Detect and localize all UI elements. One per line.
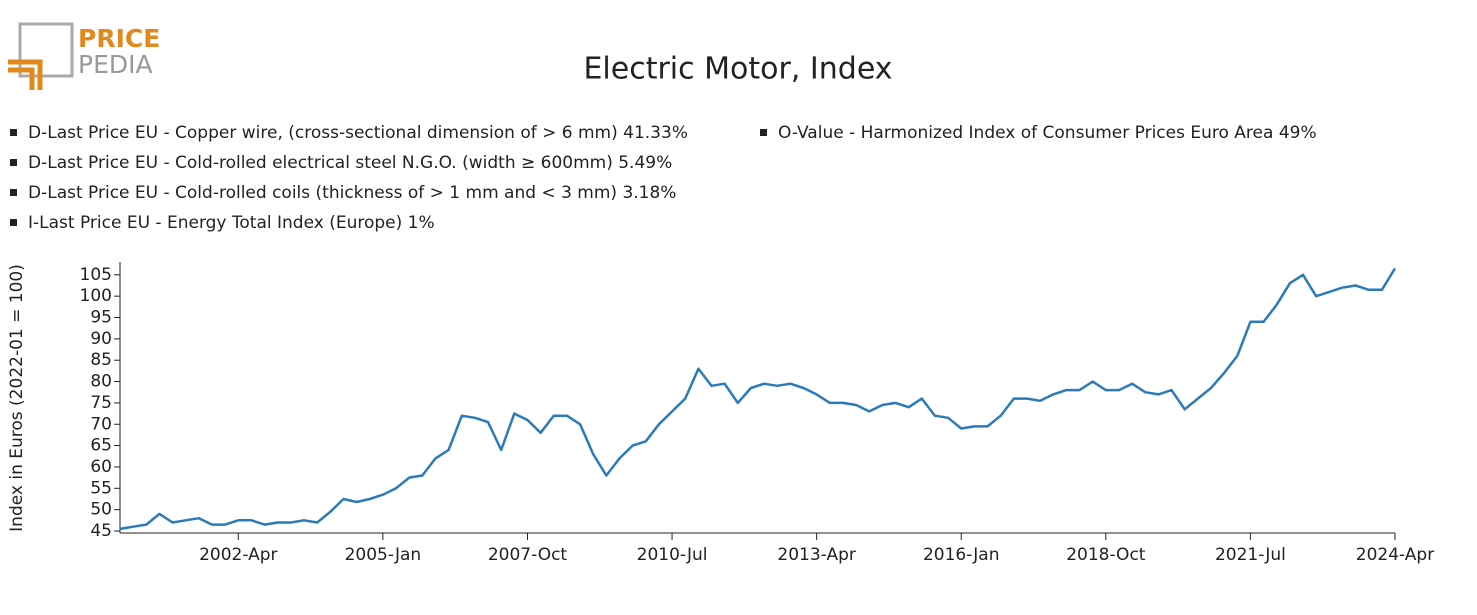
legend-bullet [10, 159, 17, 166]
legend-entry: I-Last Price EU - Energy Total Index (Eu… [28, 213, 435, 233]
y-tick-label: 95 [90, 308, 112, 328]
x-tick-label: 2013-Apr [777, 545, 855, 565]
x-tick-label: 2002-Apr [199, 545, 277, 565]
legend-entry: D-Last Price EU - Cold-rolled electrical… [28, 153, 672, 173]
x-tick-label: 2016-Jan [923, 545, 1000, 565]
legend-bullet [10, 189, 17, 196]
x-tick-label: 2024-Apr [1356, 545, 1434, 565]
legend-entry: O-Value - Harmonized Index of Consumer P… [778, 123, 1317, 143]
logo-mark [8, 59, 43, 90]
y-tick-label: 45 [90, 521, 112, 541]
y-tick-label: 80 [90, 372, 112, 392]
legend-bullet [10, 219, 17, 226]
legend-bullet [10, 129, 17, 136]
logo: PRICE PEDIA [8, 22, 160, 90]
logo-frame [18, 22, 74, 78]
x-tick-label: 2010-Jul [637, 545, 708, 565]
y-tick-label: 55 [90, 478, 112, 498]
legend-bullet [760, 129, 767, 136]
y-tick-label: 65 [90, 436, 112, 456]
legend-entry: D-Last Price EU - Copper wire, (cross-se… [28, 123, 688, 143]
y-tick-label: 75 [90, 393, 112, 413]
y-tick-label: 100 [80, 286, 112, 306]
y-tick-label: 50 [90, 500, 112, 520]
x-tick-label: 2007-Oct [488, 545, 568, 565]
y-tick-label: 105 [80, 265, 112, 285]
y-tick-label: 85 [90, 350, 112, 370]
data-line [119, 267, 1397, 531]
y-tick-label: 60 [90, 457, 112, 477]
x-tick-label: 2005-Jan [345, 545, 422, 565]
y-axis-label: Index in Euros (2022-01 = 100) [7, 264, 27, 532]
legend-entry: D-Last Price EU - Cold-rolled coils (thi… [28, 183, 676, 203]
logo-text: PRICE [78, 24, 160, 53]
y-tick-label: 70 [90, 414, 112, 434]
x-tick-label: 2021-Jul [1215, 545, 1286, 565]
logo-text: PEDIA [78, 50, 153, 79]
y-tick-label: 90 [90, 329, 112, 349]
x-tick-label: 2018-Oct [1066, 545, 1146, 565]
chart-title: Electric Motor, Index [583, 52, 892, 87]
